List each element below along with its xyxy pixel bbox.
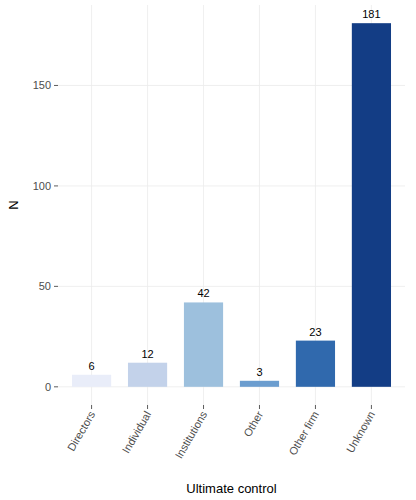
bar [128,363,167,387]
x-tick-label: Other [241,409,265,439]
x-tick-label: Other firm [286,409,321,457]
data-label: 42 [197,287,209,299]
chart-container: 6 12 42 3 23 181 0 50 100 150 Directors Individual I… [0,0,416,500]
x-tick-label: Institutions [173,409,210,461]
data-label: 6 [89,360,95,372]
x-tick [91,405,92,409]
x-tick [147,405,148,409]
y-tick-label: 0 [45,381,51,393]
y-tick-label: 100 [33,180,51,192]
x-grid-line [91,5,92,405]
bar [240,381,279,387]
bar [72,375,111,387]
x-grid-line [147,5,148,405]
x-grid-line [259,5,260,405]
y-tick [54,85,58,86]
data-label: 3 [256,366,262,378]
bar [352,23,391,387]
x-tick [315,405,316,409]
x-tick-label: Unknown [344,409,377,455]
x-tick-label: Directors [65,409,98,454]
chart: 6 12 42 3 23 181 0 50 100 150 Directors Individual I… [0,0,416,500]
x-tick [203,405,204,409]
y-axis-title: N [6,200,21,209]
grid [58,5,405,405]
x-tick [371,405,372,409]
data-label: 23 [309,326,321,338]
x-tick-label: Individual [120,409,154,455]
data-label: 12 [141,348,153,360]
x-axis-title: Ultimate control [186,481,276,496]
bar [296,341,335,387]
y-tick [54,185,58,186]
x-tick [259,405,260,409]
y-tick [54,286,58,287]
y-tick-label: 50 [39,280,51,292]
data-label: 181 [362,8,380,20]
bar [184,302,223,386]
bars [72,23,391,387]
y-tick [54,386,58,387]
y-tick-label: 150 [33,79,51,91]
